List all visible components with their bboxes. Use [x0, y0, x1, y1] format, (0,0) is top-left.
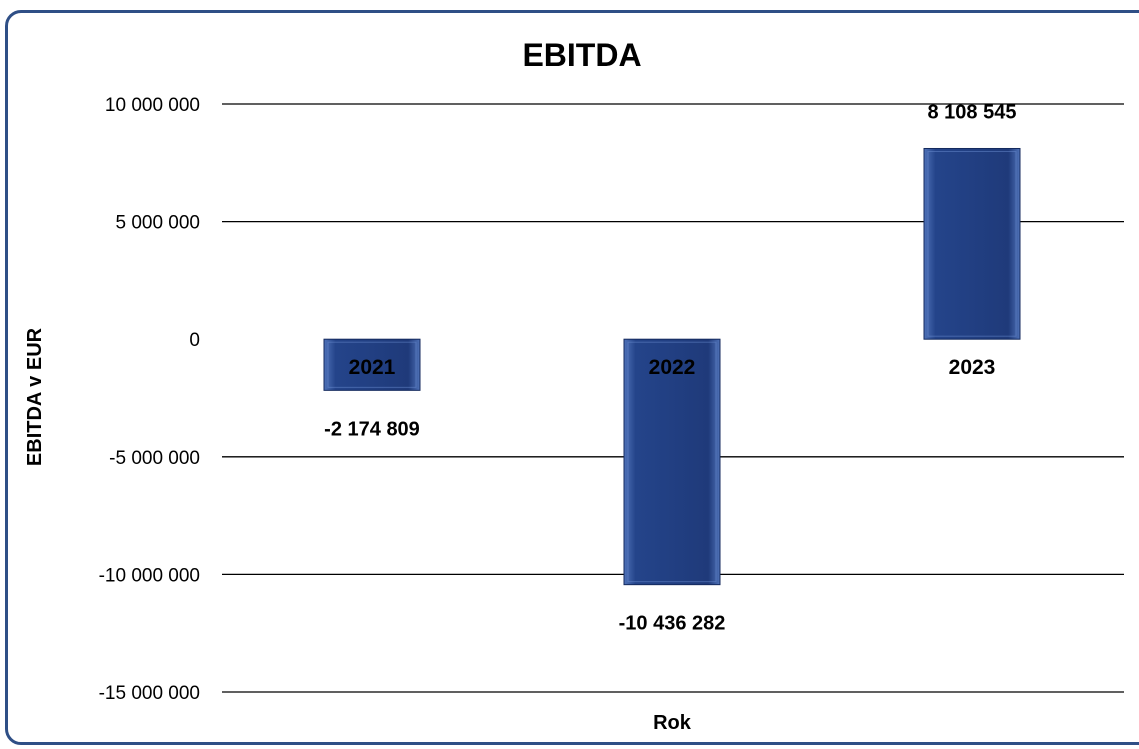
- value-label: -2 174 809: [324, 418, 420, 440]
- y-tick-label: -5 000 000: [109, 448, 200, 469]
- y-axis-label: EBITDA v EUR: [24, 327, 46, 466]
- category-label: 2021: [349, 356, 396, 379]
- y-tick-label: 10 000 000: [105, 95, 200, 116]
- value-label: -10 436 282: [619, 613, 726, 635]
- y-tick-label: 5 000 000: [115, 213, 200, 234]
- bar-2022: [623, 338, 721, 586]
- x-axis-label: Rok: [653, 712, 692, 734]
- bars: [323, 147, 1021, 586]
- y-tick-labels: 10 000 000 5 000 000 0 -5 000 000 -10 000 00…: [99, 95, 200, 704]
- category-label: 2023: [949, 356, 996, 379]
- y-tick-label: -10 000 000: [99, 565, 200, 586]
- bar: [923, 147, 1021, 340]
- bar-bevel: [327, 341, 417, 388]
- data-labels: 2021 -2 174 809 2022 -10 436 282 2023 8 108 5…: [324, 101, 1016, 634]
- category-label: 2022: [649, 356, 696, 379]
- bar-bevel: [927, 150, 1017, 337]
- bar-2021: [323, 338, 421, 391]
- bar: [623, 338, 721, 586]
- y-tick-label: 0: [189, 330, 200, 351]
- chart-frame: [5, 10, 1139, 745]
- value-label: 8 108 545: [928, 101, 1017, 123]
- chart-title: EBITDA: [522, 37, 641, 73]
- bar-2023: [923, 147, 1021, 340]
- bar-bevel: [627, 341, 717, 583]
- y-tick-label: -15 000 000: [99, 683, 200, 704]
- bar: [323, 338, 421, 391]
